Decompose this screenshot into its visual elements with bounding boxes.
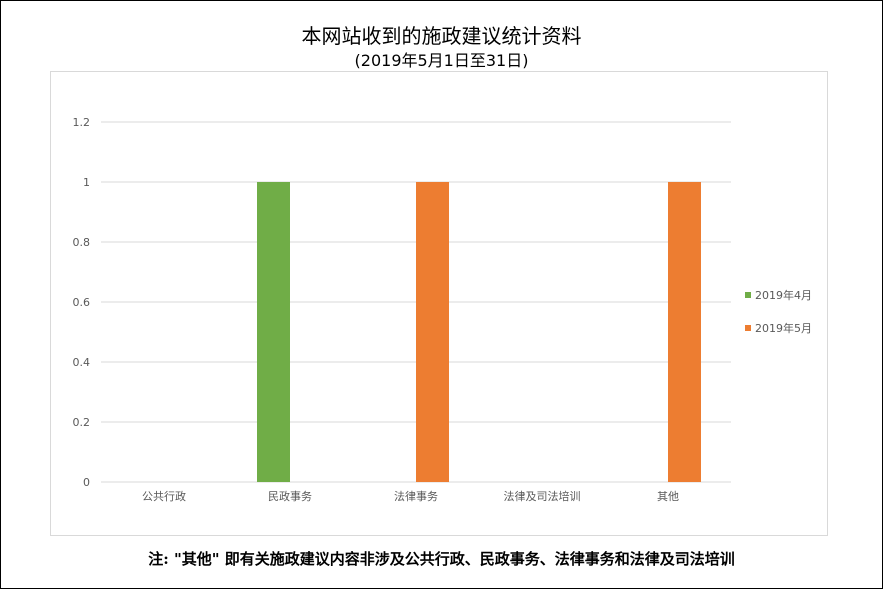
x-tick-label: 其他 <box>657 490 679 503</box>
legend-swatch <box>745 292 751 298</box>
x-axis-ticks: 公共行政 民政事务 法律事务 法律及司法培训 其他 <box>142 489 679 503</box>
gridlines <box>101 121 731 483</box>
y-tick-label: 0.8 <box>73 236 91 249</box>
x-tick-label: 法律事务 <box>394 489 438 503</box>
legend-swatch <box>745 325 751 331</box>
y-tick-label: 0.2 <box>73 416 91 429</box>
y-tick-label: 0 <box>83 476 90 489</box>
bar-chart: 00.20.40.60.811.2 公共行政 民政事务 法律事务 法律及司法培训 其他 … <box>73 116 813 503</box>
y-tick-label: 1.2 <box>73 116 91 129</box>
bar-2-5 <box>668 182 701 482</box>
chart-title: 本网站收到的施政建议统计资料 <box>301 24 582 48</box>
footnote: 注: "其他" 即有关施政建议内容非涉及公共行政、民政事务、法律事务和法律及司法… <box>148 550 735 568</box>
x-tick-label: 民政事务 <box>268 489 312 503</box>
chart-area: 0 0.2 0.4 0.6 0.8 1 1.2 公共行政 民政事务 法律事务 法律及司法培训 其他 … <box>50 71 828 536</box>
x-tick-label: 法律及司法培训 <box>504 489 581 503</box>
y-tick-label: 0.4 <box>73 356 91 369</box>
legend-label: 2019年5月 <box>755 321 812 335</box>
legend: 2019年4月 2019年5月 <box>745 288 812 335</box>
bar-2-3 <box>416 182 449 482</box>
y-tick-label: 0.6 <box>73 296 91 309</box>
y-axis-ticks: 0 0.2 0.4 0.6 0.8 1 1.2 <box>73 116 91 489</box>
bars <box>257 182 701 482</box>
x-tick-label: 公共行政 <box>142 489 186 503</box>
y-tick-label: 1 <box>83 176 90 189</box>
legend-label: 2019年4月 <box>755 288 812 302</box>
chart-subtitle: (2019年5月1日至31日) <box>354 51 529 70</box>
bar-1-2 <box>257 182 290 482</box>
